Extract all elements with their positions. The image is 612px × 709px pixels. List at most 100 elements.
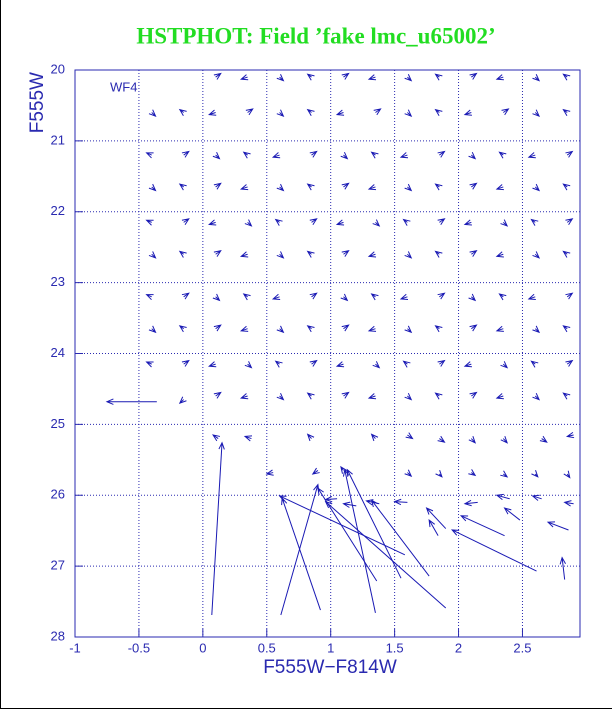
arrow — [213, 324, 222, 332]
arrow — [145, 361, 154, 368]
arrow — [211, 441, 225, 616]
arrow — [341, 324, 350, 332]
arrow — [562, 108, 571, 116]
arrow — [546, 521, 569, 531]
arrow — [309, 150, 318, 158]
arrow — [562, 183, 571, 191]
arrow — [276, 74, 285, 82]
x-tick-label: -1 — [69, 640, 81, 655]
arrow — [276, 251, 285, 259]
arrow — [468, 436, 477, 444]
arrow — [404, 392, 413, 401]
y-tick-label: 25 — [51, 416, 65, 431]
arrow — [468, 293, 477, 302]
arrow — [565, 150, 574, 158]
x-tick-label: 1 — [327, 640, 334, 655]
x-tick-label: 0.5 — [258, 640, 276, 655]
arrow — [532, 325, 541, 334]
arrow — [306, 392, 315, 400]
arrow — [463, 109, 472, 116]
arrow — [463, 361, 472, 368]
y-axis-label: F555W — [27, 72, 48, 133]
arrow — [276, 392, 285, 401]
arrow — [181, 359, 190, 367]
arrow — [434, 73, 443, 81]
arrow — [498, 151, 507, 159]
arrow — [311, 467, 320, 475]
x-tick-label: -0.5 — [128, 640, 150, 655]
y-tick-label: 22 — [51, 203, 65, 218]
arrow — [434, 250, 443, 258]
arrow — [565, 218, 574, 226]
arrow — [148, 251, 157, 259]
arrow — [437, 150, 446, 158]
arrow — [145, 219, 154, 226]
arrow — [340, 152, 349, 160]
arrow — [212, 434, 221, 442]
arrow — [309, 218, 318, 226]
arrow — [306, 108, 315, 116]
arrow — [342, 501, 357, 508]
arrow — [437, 359, 446, 367]
arrow — [527, 152, 536, 159]
arrow — [500, 219, 509, 227]
arrow — [532, 183, 541, 192]
arrow — [242, 293, 251, 301]
arrow — [239, 74, 249, 81]
arrow — [367, 184, 377, 191]
arrow — [105, 398, 157, 405]
arrow — [562, 250, 571, 258]
arrow — [527, 293, 536, 300]
x-axis-label: F555W−F814W — [263, 657, 397, 678]
arrow — [145, 294, 154, 301]
arrow — [148, 109, 157, 117]
arrow — [341, 182, 350, 190]
arrow — [265, 469, 274, 476]
arrow — [276, 183, 285, 192]
arrow — [239, 251, 249, 258]
arrow — [531, 494, 542, 501]
arrow — [367, 74, 377, 81]
arrow — [306, 183, 315, 191]
arrow — [434, 325, 443, 333]
arrow — [278, 495, 406, 556]
arrow — [244, 361, 253, 369]
arrow — [437, 218, 446, 226]
arrow — [309, 359, 318, 367]
arrow — [324, 500, 447, 609]
arrow — [495, 251, 504, 258]
arrow — [367, 251, 377, 258]
arrow — [306, 250, 315, 258]
arrow — [306, 73, 315, 81]
arrow — [459, 515, 505, 537]
arrow — [370, 433, 379, 442]
x-tick-label: 0 — [199, 640, 206, 655]
arrow — [434, 108, 443, 116]
arrow — [370, 151, 379, 159]
arrow — [495, 325, 504, 332]
arrow — [468, 152, 477, 160]
arrow — [372, 219, 381, 227]
arrow — [463, 499, 478, 507]
arrow — [239, 393, 249, 400]
arrow — [501, 108, 510, 116]
arrow — [213, 391, 222, 399]
arrow — [393, 498, 408, 506]
arrow — [370, 499, 430, 577]
arrow — [373, 108, 382, 116]
arrow — [565, 359, 574, 367]
arrow — [271, 152, 281, 159]
arrow — [402, 218, 411, 226]
arrow — [428, 518, 439, 536]
arrow — [340, 293, 349, 302]
arrow — [178, 396, 187, 404]
arrow — [346, 468, 402, 579]
arrow — [181, 218, 190, 226]
arrow — [469, 72, 478, 80]
arrow — [500, 470, 509, 478]
arrow — [463, 219, 472, 226]
arrow — [243, 435, 253, 442]
arrow — [500, 361, 509, 369]
arrow — [532, 392, 541, 401]
arrow — [531, 470, 539, 478]
